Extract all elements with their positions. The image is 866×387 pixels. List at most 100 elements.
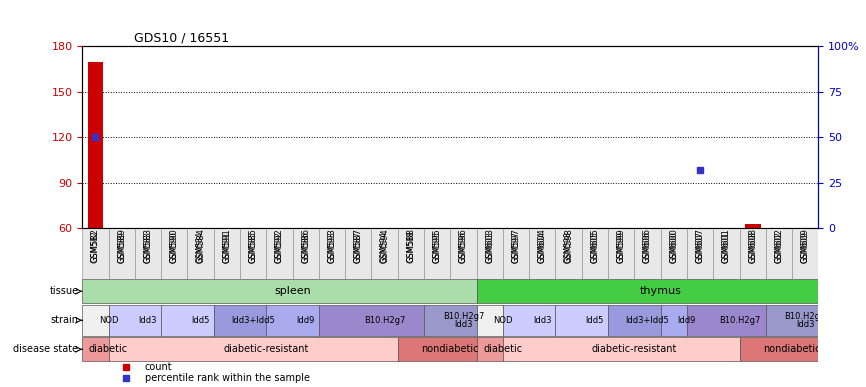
Text: GSM609: GSM609 bbox=[801, 231, 810, 263]
Text: GSM597: GSM597 bbox=[512, 228, 520, 263]
Text: GSM582: GSM582 bbox=[91, 231, 100, 262]
FancyBboxPatch shape bbox=[503, 337, 740, 361]
Text: GSM607: GSM607 bbox=[695, 231, 705, 263]
FancyBboxPatch shape bbox=[135, 228, 161, 279]
FancyBboxPatch shape bbox=[582, 228, 608, 279]
Text: GSM598: GSM598 bbox=[564, 228, 573, 263]
Text: B10.H2g7: B10.H2g7 bbox=[364, 316, 405, 325]
FancyBboxPatch shape bbox=[161, 228, 187, 279]
Text: GSM599: GSM599 bbox=[617, 228, 626, 263]
Text: GSM607: GSM607 bbox=[695, 228, 705, 263]
FancyBboxPatch shape bbox=[661, 305, 687, 336]
Text: GSM592: GSM592 bbox=[275, 231, 284, 263]
Text: GSM590: GSM590 bbox=[170, 228, 178, 263]
FancyBboxPatch shape bbox=[397, 228, 424, 279]
Text: ldd9: ldd9 bbox=[296, 316, 315, 325]
FancyBboxPatch shape bbox=[214, 228, 240, 279]
FancyBboxPatch shape bbox=[476, 305, 503, 336]
Text: B10.H2g7
ldd3: B10.H2g7 ldd3 bbox=[443, 312, 484, 329]
Text: GSM605: GSM605 bbox=[591, 228, 599, 263]
FancyBboxPatch shape bbox=[608, 305, 661, 336]
Text: disease state: disease state bbox=[14, 344, 79, 354]
FancyBboxPatch shape bbox=[82, 337, 108, 361]
Bar bbox=[745, 224, 760, 228]
Text: GSM606: GSM606 bbox=[643, 231, 652, 263]
Text: GSM603: GSM603 bbox=[485, 231, 494, 263]
Text: GSM600: GSM600 bbox=[669, 228, 678, 263]
FancyBboxPatch shape bbox=[319, 305, 424, 336]
Text: GSM604: GSM604 bbox=[538, 228, 546, 263]
FancyBboxPatch shape bbox=[740, 228, 766, 279]
Text: GSM588: GSM588 bbox=[406, 228, 416, 263]
Text: diabetic-resistant: diabetic-resistant bbox=[223, 344, 309, 354]
Text: GSM583: GSM583 bbox=[144, 228, 152, 263]
FancyBboxPatch shape bbox=[608, 228, 634, 279]
Text: GSM583: GSM583 bbox=[144, 231, 152, 263]
FancyBboxPatch shape bbox=[293, 228, 319, 279]
Text: nondiabetic: nondiabetic bbox=[763, 344, 821, 354]
Text: ldd5: ldd5 bbox=[585, 316, 604, 325]
Text: GSM592: GSM592 bbox=[275, 228, 284, 263]
Text: tissue: tissue bbox=[49, 286, 79, 296]
Text: GSM600: GSM600 bbox=[669, 231, 678, 263]
Text: ldd3+ldd5: ldd3+ldd5 bbox=[231, 316, 275, 325]
Text: GSM585: GSM585 bbox=[249, 228, 258, 263]
Text: spleen: spleen bbox=[275, 286, 311, 296]
FancyBboxPatch shape bbox=[319, 228, 346, 279]
FancyBboxPatch shape bbox=[714, 228, 740, 279]
FancyBboxPatch shape bbox=[476, 279, 818, 303]
Text: GSM593: GSM593 bbox=[327, 228, 337, 263]
Text: GSM597: GSM597 bbox=[512, 231, 520, 263]
Text: diabetic: diabetic bbox=[483, 344, 522, 354]
Text: nondiabetic: nondiabetic bbox=[422, 344, 479, 354]
Text: GSM602: GSM602 bbox=[774, 231, 784, 263]
FancyBboxPatch shape bbox=[108, 305, 161, 336]
FancyBboxPatch shape bbox=[267, 228, 293, 279]
Text: GDS10 / 16551: GDS10 / 16551 bbox=[134, 31, 229, 45]
Text: NOD: NOD bbox=[99, 316, 119, 325]
FancyBboxPatch shape bbox=[372, 228, 397, 279]
FancyBboxPatch shape bbox=[503, 305, 555, 336]
Text: GSM584: GSM584 bbox=[196, 228, 205, 263]
FancyBboxPatch shape bbox=[529, 228, 555, 279]
FancyBboxPatch shape bbox=[82, 228, 108, 279]
FancyBboxPatch shape bbox=[661, 228, 687, 279]
FancyBboxPatch shape bbox=[687, 305, 766, 336]
Text: GSM588: GSM588 bbox=[406, 231, 416, 262]
FancyBboxPatch shape bbox=[108, 228, 135, 279]
FancyBboxPatch shape bbox=[82, 279, 476, 303]
Text: GSM595: GSM595 bbox=[433, 228, 442, 263]
FancyBboxPatch shape bbox=[240, 228, 267, 279]
Text: diabetic: diabetic bbox=[89, 344, 128, 354]
FancyBboxPatch shape bbox=[503, 228, 529, 279]
FancyBboxPatch shape bbox=[267, 305, 319, 336]
Text: GSM582: GSM582 bbox=[91, 228, 100, 263]
Text: GSM599: GSM599 bbox=[617, 231, 626, 263]
FancyBboxPatch shape bbox=[792, 228, 818, 279]
Text: GSM584: GSM584 bbox=[196, 231, 205, 263]
Text: GSM608: GSM608 bbox=[748, 228, 757, 263]
FancyBboxPatch shape bbox=[766, 305, 818, 336]
Text: GSM587: GSM587 bbox=[354, 228, 363, 263]
FancyBboxPatch shape bbox=[476, 228, 503, 279]
FancyBboxPatch shape bbox=[346, 228, 372, 279]
Text: diabetic-resistant: diabetic-resistant bbox=[591, 344, 677, 354]
Text: GSM589: GSM589 bbox=[117, 228, 126, 263]
Bar bbox=[87, 62, 103, 228]
Text: GSM585: GSM585 bbox=[249, 231, 258, 263]
Text: GSM594: GSM594 bbox=[380, 231, 389, 263]
Text: ldd3: ldd3 bbox=[533, 316, 552, 325]
FancyBboxPatch shape bbox=[82, 305, 108, 336]
Text: percentile rank within the sample: percentile rank within the sample bbox=[145, 373, 310, 383]
FancyBboxPatch shape bbox=[424, 305, 476, 336]
FancyBboxPatch shape bbox=[555, 305, 608, 336]
FancyBboxPatch shape bbox=[187, 228, 214, 279]
Text: GSM590: GSM590 bbox=[170, 231, 178, 263]
Text: GSM601: GSM601 bbox=[722, 231, 731, 263]
Text: B10.H2g7: B10.H2g7 bbox=[719, 316, 760, 325]
Text: GSM596: GSM596 bbox=[459, 231, 468, 263]
FancyBboxPatch shape bbox=[634, 228, 661, 279]
FancyBboxPatch shape bbox=[424, 228, 450, 279]
Text: GSM586: GSM586 bbox=[301, 231, 310, 263]
Text: ldd5: ldd5 bbox=[191, 316, 210, 325]
